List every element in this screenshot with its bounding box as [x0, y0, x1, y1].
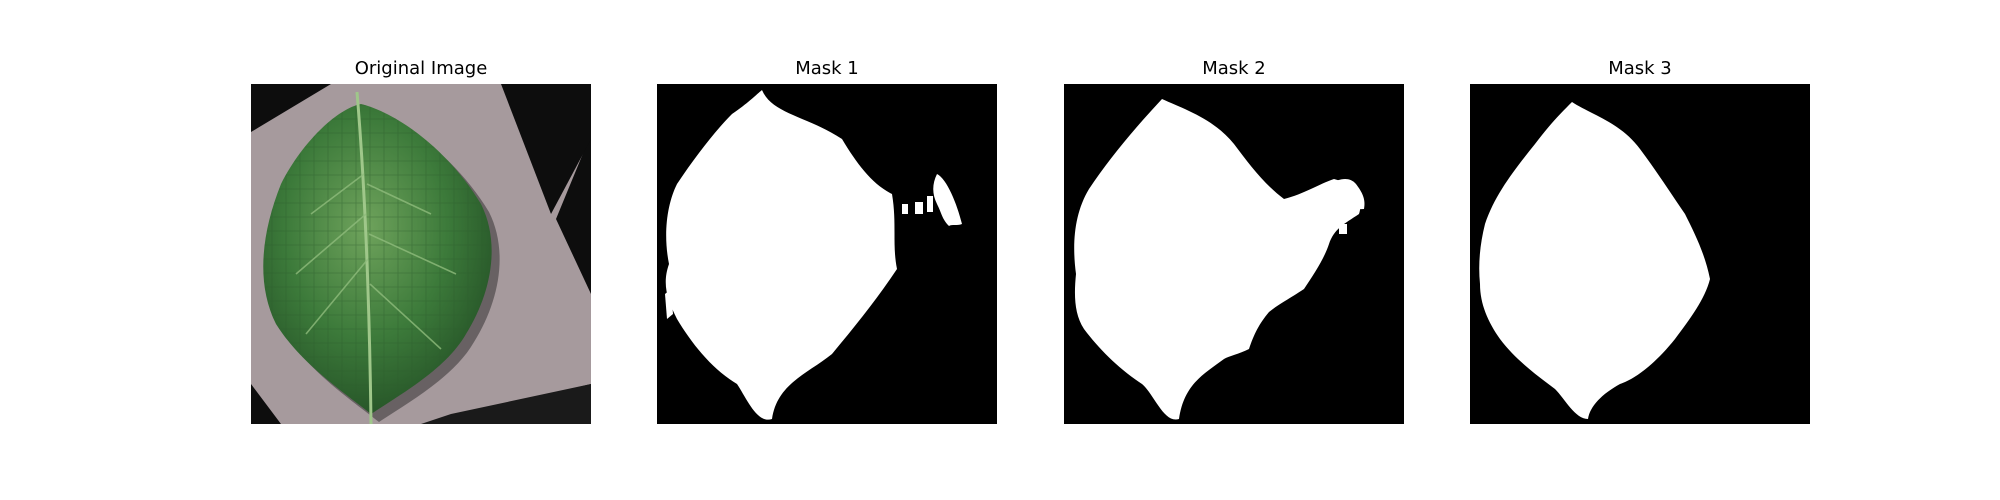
mask-1-leaf	[665, 90, 897, 420]
mask-2-leaf	[1074, 99, 1361, 420]
mask-3-leaf	[1479, 102, 1710, 419]
mask-3-image	[1470, 84, 1810, 424]
panel-title: Mask 1	[795, 58, 859, 79]
panel-title: Mask 2	[1202, 58, 1266, 79]
panel-title: Mask 3	[1608, 58, 1672, 79]
mask-2-image	[1064, 84, 1404, 424]
mask-1-image	[657, 84, 997, 424]
original-image	[251, 84, 591, 424]
panel-title: Original Image	[354, 58, 488, 79]
